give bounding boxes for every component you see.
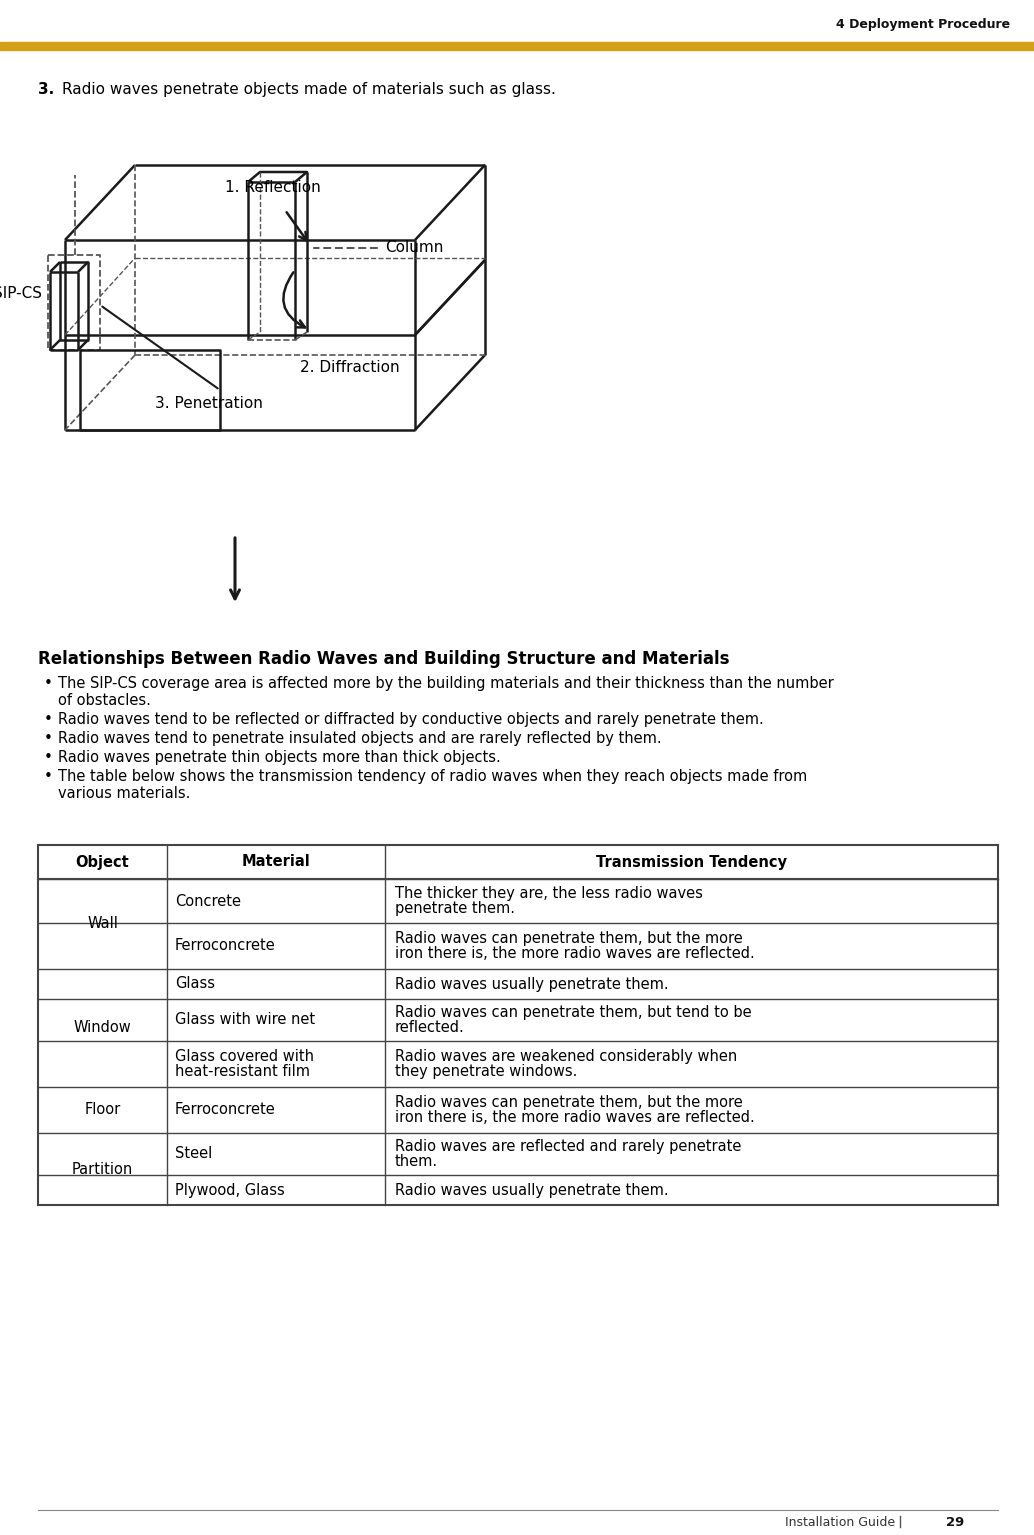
Text: Radio waves usually penetrate them.: Radio waves usually penetrate them. [395,976,669,992]
Text: Radio waves penetrate thin objects more than thick objects.: Radio waves penetrate thin objects more … [58,751,500,764]
Text: Installation Guide: Installation Guide [785,1515,895,1529]
Text: 2. Diffraction: 2. Diffraction [300,361,399,376]
Text: Glass covered with: Glass covered with [175,1048,314,1064]
Text: Plywood, Glass: Plywood, Glass [175,1182,284,1197]
Text: Ferroconcrete: Ferroconcrete [175,938,276,953]
Text: Concrete: Concrete [175,893,241,909]
Text: 3.: 3. [38,81,54,97]
Text: they penetrate windows.: they penetrate windows. [395,1064,577,1079]
Text: Radio waves tend to be reflected or diffracted by conductive objects and rarely : Radio waves tend to be reflected or diff… [58,712,764,728]
Text: •: • [44,769,53,784]
Text: Wall: Wall [87,916,118,932]
Text: Radio waves can penetrate them, but tend to be: Radio waves can penetrate them, but tend… [395,1005,752,1019]
Text: •: • [44,751,53,764]
Bar [38,844,998,1205]
Text: Glass: Glass [175,976,215,992]
Text: penetrate them.: penetrate them. [395,901,515,916]
Text: Radio waves can penetrate them, but the more: Radio waves can penetrate them, but the … [395,932,742,946]
Text: Radio waves can penetrate them, but the more: Radio waves can penetrate them, but the … [395,1094,742,1110]
Text: Floor: Floor [85,1102,121,1117]
Text: iron there is, the more radio waves are reflected.: iron there is, the more radio waves are … [395,946,755,961]
Text: reflected.: reflected. [395,1019,464,1035]
Text: Transmission Tendency: Transmission Tendency [596,855,787,869]
Text: Column: Column [385,241,444,255]
Text: Steel: Steel [175,1147,212,1162]
Text: Ferroconcrete: Ferroconcrete [175,1102,276,1117]
Text: Radio waves penetrate objects made of materials such as glass.: Radio waves penetrate objects made of ma… [62,81,556,97]
Text: 29: 29 [946,1515,964,1529]
Text: Object: Object [75,855,129,869]
Text: iron there is, the more radio waves are reflected.: iron there is, the more radio waves are … [395,1110,755,1125]
Text: them.: them. [395,1154,438,1170]
Text: The thicker they are, the less radio waves: The thicker they are, the less radio wav… [395,886,703,901]
Text: of obstacles.: of obstacles. [58,692,151,708]
Text: The SIP-CS coverage area is affected more by the building materials and their th: The SIP-CS coverage area is affected mor… [58,675,833,691]
Text: •: • [44,675,53,691]
Text: heat-resistant film: heat-resistant film [175,1064,310,1079]
Text: Radio waves tend to penetrate insulated objects and are rarely reflected by them: Radio waves tend to penetrate insulated … [58,731,662,746]
Text: The table below shows the transmission tendency of radio waves when they reach o: The table below shows the transmission t… [58,769,808,784]
Text: Window: Window [73,1021,131,1036]
Text: Radio waves usually penetrate them.: Radio waves usually penetrate them. [395,1182,669,1197]
Text: Relationships Between Radio Waves and Building Structure and Materials: Relationships Between Radio Waves and Bu… [38,649,730,668]
Text: Material: Material [242,855,310,869]
Text: Partition: Partition [72,1162,133,1176]
Text: 1. Reflection: 1. Reflection [225,181,321,195]
Text: Glass with wire net: Glass with wire net [175,1013,315,1027]
Text: 3. Penetration: 3. Penetration [155,396,263,410]
Bar [0,41,1034,51]
Text: •: • [44,712,53,728]
Text: •: • [44,731,53,746]
Text: Radio waves are weakened considerably when: Radio waves are weakened considerably wh… [395,1048,737,1064]
Text: Radio waves are reflected and rarely penetrate: Radio waves are reflected and rarely pen… [395,1139,741,1154]
Text: SIP-CS: SIP-CS [0,286,42,301]
Text: 4 Deployment Procedure: 4 Deployment Procedure [835,18,1010,31]
Text: various materials.: various materials. [58,786,190,801]
